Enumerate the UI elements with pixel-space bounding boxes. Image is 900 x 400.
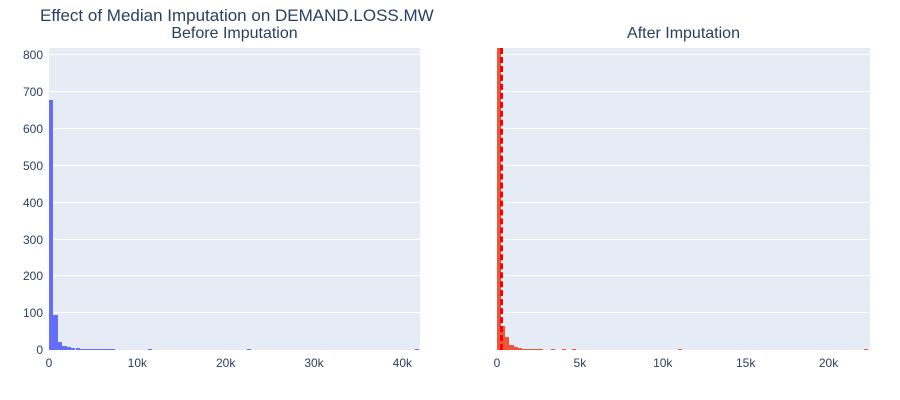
histogram-bar — [561, 348, 566, 350]
x-axis-tick-label: 40k — [392, 356, 413, 370]
subplot-title-before: Before Imputation — [171, 25, 298, 42]
histogram-bar — [71, 347, 76, 350]
histogram-bar — [49, 99, 54, 350]
gridline — [497, 128, 870, 130]
histogram-bar — [62, 345, 67, 350]
subplot-title-after: After Imputation — [627, 25, 740, 42]
y-axis-tick-label: 0 — [36, 343, 43, 357]
gridline — [497, 91, 870, 93]
gridline — [49, 164, 420, 166]
y-axis-tick-label: 600 — [22, 122, 43, 137]
histogram-bar — [147, 348, 153, 350]
median-reference-line — [500, 48, 504, 350]
x-axis-tick-label: 5k — [573, 356, 587, 370]
histogram-bar — [864, 348, 869, 350]
gridline — [49, 201, 420, 203]
histogram-bar — [79, 348, 85, 350]
histogram-bar — [84, 348, 89, 350]
gridline — [49, 128, 420, 130]
y-axis-tick-label: 100 — [22, 306, 43, 321]
plot-area-after-imputation[interactable] — [497, 48, 870, 350]
histogram-bar — [530, 348, 535, 350]
x-axis-tick-label: 0 — [45, 356, 53, 370]
gridline — [497, 238, 870, 240]
histogram-bar — [106, 349, 111, 350]
x-axis-tick-label: 15k — [735, 356, 756, 370]
figure-title: Effect of Median Imputation on DEMAND.LO… — [40, 6, 434, 25]
histogram-bar — [246, 348, 252, 350]
y-axis-tick-label: 400 — [22, 195, 43, 210]
histogram-bar — [550, 348, 556, 350]
histogram-bar — [571, 348, 576, 350]
histogram-bar — [677, 348, 682, 350]
gridline — [497, 201, 870, 203]
y-axis-tick-label: 200 — [22, 269, 43, 284]
x-axis-tick-label: 10k — [127, 356, 148, 370]
histogram-bar — [75, 348, 80, 350]
histogram-bar — [509, 345, 514, 350]
histogram-bar — [521, 348, 526, 350]
x-axis-tick-label: 20k — [215, 356, 236, 370]
histogram-bar — [102, 348, 107, 350]
x-axis-tick-label: 20k — [818, 356, 839, 370]
histogram-bar — [53, 315, 58, 350]
histogram-bar — [534, 349, 539, 350]
x-axis-tick-label: 0 — [493, 356, 501, 370]
histogram-bar — [526, 348, 531, 350]
gridline — [497, 164, 870, 166]
gridline — [49, 54, 420, 56]
histogram-bar — [538, 349, 543, 350]
histogram-bar — [505, 337, 510, 350]
histogram-bar — [517, 347, 522, 350]
histogram-bar — [497, 48, 502, 350]
y-axis-tick-label: 800 — [22, 48, 43, 63]
y-axis-tick-label: 300 — [22, 232, 43, 247]
histogram-bar — [57, 341, 63, 350]
gridline — [497, 54, 870, 56]
gridline — [49, 312, 420, 314]
y-axis-tick-label: 700 — [22, 85, 43, 100]
x-axis-tick-label: 10k — [653, 356, 673, 370]
gridline — [497, 312, 870, 314]
histogram-bar — [93, 348, 98, 350]
histogram-bar — [97, 348, 102, 350]
gridline — [49, 91, 420, 93]
histogram-bar — [414, 348, 420, 350]
plot-area-before-imputation[interactable] — [49, 48, 420, 350]
histogram-bar — [501, 325, 506, 350]
gridline — [49, 275, 420, 277]
histogram-bar — [66, 347, 72, 350]
y-axis-tick-label: 500 — [22, 158, 43, 173]
histogram-bar — [110, 349, 116, 350]
gridline — [497, 275, 870, 277]
gridline — [49, 238, 420, 240]
x-axis-tick-label: 30k — [304, 356, 324, 370]
histogram-bar — [513, 347, 518, 350]
histogram-bar — [88, 348, 94, 350]
